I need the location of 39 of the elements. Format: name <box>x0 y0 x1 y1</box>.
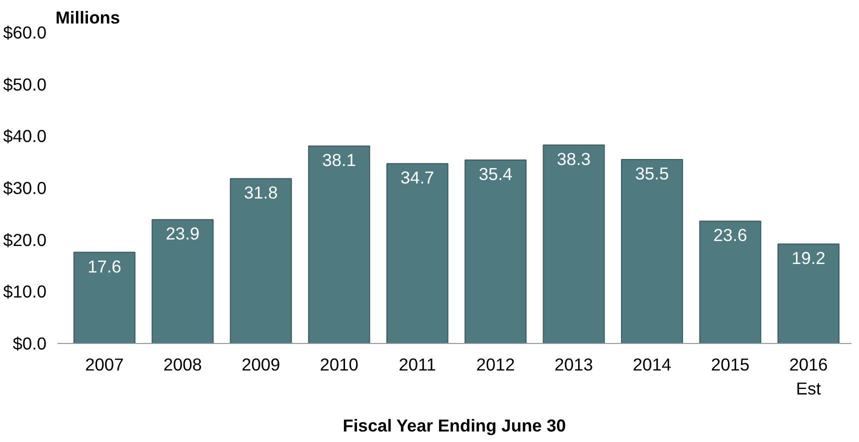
y-tick-label: $20.0 <box>3 230 47 250</box>
x-tick-label: 2014 <box>632 354 672 374</box>
x-tick-label: 2010 <box>320 354 358 374</box>
y-tick-label: $10.0 <box>3 282 47 302</box>
data-label: 31.8 <box>244 182 278 203</box>
bar <box>230 178 292 344</box>
y-tick-label: $30.0 <box>3 178 47 198</box>
data-label: 23.6 <box>713 225 748 246</box>
bar <box>464 160 527 344</box>
y-tick-label: $0.0 <box>12 334 47 354</box>
data-label: 23.9 <box>166 224 200 244</box>
data-label: 38.3 <box>556 148 591 169</box>
y-axis-title: Millions <box>56 8 120 28</box>
bar <box>386 163 448 344</box>
x-tick-label: 2012 <box>476 354 515 374</box>
data-label: 34.7 <box>400 168 434 188</box>
bar <box>152 219 214 344</box>
x-tick-label: 2008 <box>163 354 202 374</box>
y-tick-label: $50.0 <box>3 74 47 94</box>
bar <box>699 220 762 344</box>
bar <box>308 146 370 344</box>
bar <box>621 158 684 344</box>
data-label: 35.5 <box>635 163 669 184</box>
bar <box>542 144 605 344</box>
y-tick-label: $60.0 <box>3 22 47 42</box>
x-tick-label: 2011 <box>398 354 436 374</box>
data-label: 19.2 <box>792 248 826 268</box>
x-axis-title: Fiscal Year Ending June 30 <box>342 416 566 436</box>
bar <box>777 243 840 344</box>
x-tick-label: 2015 <box>710 354 750 374</box>
y-tick-label: $40.0 <box>3 126 47 146</box>
data-label: 17.6 <box>88 256 122 276</box>
x-tick-label: 2009 <box>242 354 280 374</box>
x-tick-label: 2013 <box>554 354 594 374</box>
data-label: 38.1 <box>322 150 356 170</box>
x-tick-label: 2007 <box>85 354 124 374</box>
x-tick-label: 2016 Est <box>789 354 828 398</box>
bar <box>73 252 136 344</box>
data-label: 35.4 <box>478 164 513 184</box>
